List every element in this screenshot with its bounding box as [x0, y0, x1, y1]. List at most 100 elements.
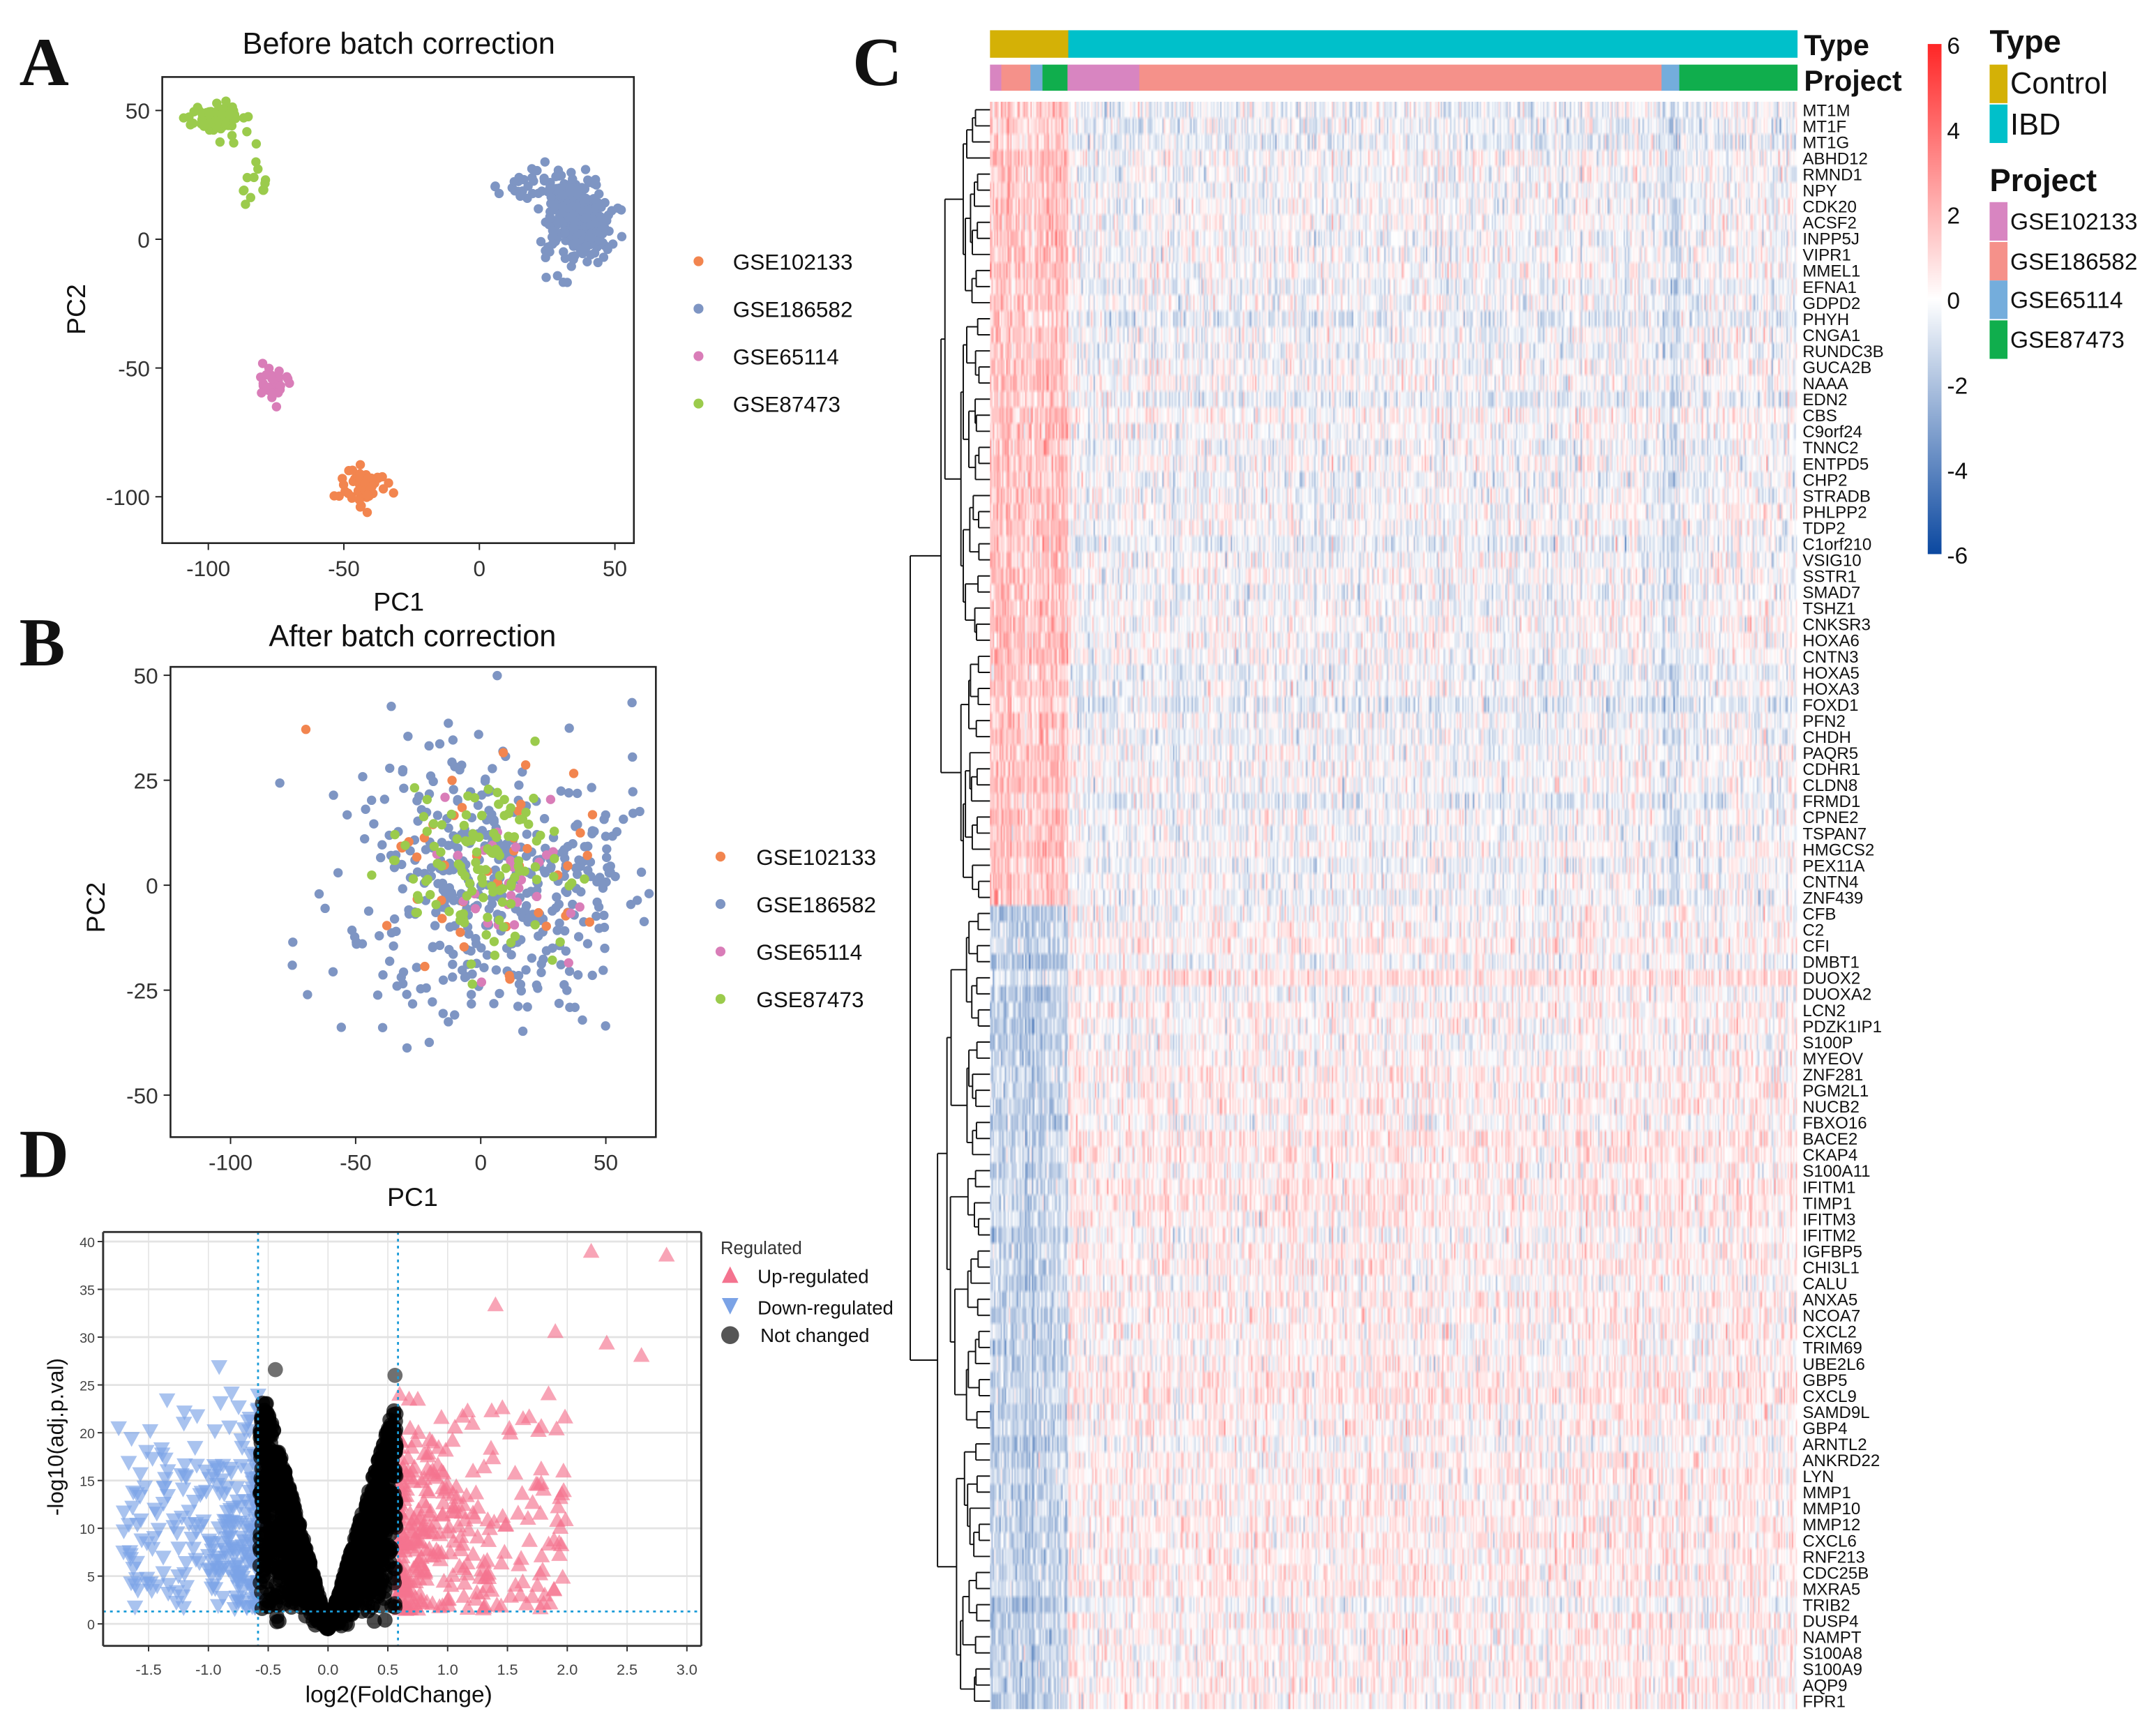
up-regulated-point — [433, 1409, 450, 1424]
not-changed-point — [383, 1539, 399, 1555]
not-changed-point — [378, 1428, 394, 1444]
down-regulated-point — [155, 1566, 172, 1581]
up-regulated-point — [459, 1599, 476, 1615]
up-regulated-point — [540, 1385, 557, 1401]
up-regulated-point — [442, 1576, 460, 1592]
data-point — [246, 193, 256, 202]
data-point — [258, 186, 269, 195]
down-regulated-point — [221, 1420, 238, 1435]
data-point — [377, 840, 387, 850]
up-regulated-point — [658, 1246, 675, 1262]
up-regulated-point — [475, 1553, 492, 1569]
data-point — [529, 176, 538, 186]
data-point — [492, 832, 502, 843]
legend-label: GSE87473 — [2010, 328, 2125, 354]
data-point — [428, 997, 437, 1007]
gene-label: CHP2 — [1802, 471, 1847, 490]
legend-dot-icon — [693, 256, 704, 266]
gene-label: DUSP4 — [1802, 1612, 1858, 1631]
not-changed-point — [369, 1495, 384, 1511]
data-point — [573, 970, 583, 980]
data-point — [573, 932, 584, 942]
up-regulated-point — [455, 1588, 472, 1603]
data-point — [522, 843, 532, 854]
down-regulated-point — [234, 1440, 251, 1456]
data-point — [463, 791, 473, 801]
not-changed-point — [261, 1543, 276, 1559]
data-point — [559, 980, 569, 990]
data-point — [568, 899, 578, 910]
up-regulated-point — [488, 1596, 506, 1612]
up-regulated-point — [524, 1494, 541, 1509]
project-annotation-segment — [1030, 64, 1043, 91]
data-point — [437, 878, 448, 889]
up-regulated-point — [409, 1391, 426, 1406]
data-point — [525, 913, 534, 923]
data-point — [452, 834, 462, 844]
legend-label: GSE65114 — [733, 344, 839, 369]
data-point — [572, 869, 582, 880]
up-regulated-point — [545, 1581, 563, 1596]
up-regulated-point — [435, 1494, 452, 1509]
legend-label: GSE186582 — [756, 892, 876, 917]
data-point — [495, 870, 505, 881]
data-point — [481, 865, 490, 875]
data-point — [536, 967, 546, 977]
data-point — [612, 827, 622, 837]
data-point — [554, 899, 564, 910]
data-point — [363, 906, 374, 916]
up-regulated-point — [480, 1532, 497, 1547]
gene-label: PHYH — [1802, 310, 1849, 329]
data-point — [459, 820, 469, 831]
data-point — [428, 776, 438, 787]
data-point — [288, 937, 298, 947]
data-point — [546, 861, 556, 872]
down-regulated-point — [178, 1580, 195, 1595]
x-tick-label: 1.0 — [437, 1661, 458, 1678]
data-point — [212, 98, 222, 108]
gene-label: DUOXA2 — [1802, 986, 1871, 1004]
heatmap-panel: Type Project MT1MMT1FMT1GABHD12RMND1NPYC… — [910, 24, 2138, 1712]
down-regulated-point — [150, 1523, 167, 1538]
up-regulated-point — [460, 1521, 477, 1537]
data-point — [479, 963, 489, 972]
not-changed-point — [298, 1548, 314, 1564]
data-point — [527, 953, 537, 963]
gene-label: TSHZ1 — [1802, 600, 1855, 619]
down-regulated-point — [168, 1595, 185, 1611]
data-point — [548, 906, 557, 916]
data-point — [359, 834, 370, 844]
down-regulated-point — [138, 1536, 156, 1551]
up-regulated-point — [548, 1420, 565, 1435]
gene-label: PAQR5 — [1802, 744, 1858, 763]
gene-label: RMND1 — [1802, 165, 1862, 184]
gene-label: RUNDC3B — [1802, 342, 1883, 361]
project-annotation-segment — [1042, 64, 1069, 91]
data-point — [585, 917, 594, 927]
data-point — [489, 817, 499, 827]
down-regulated-point — [188, 1458, 205, 1474]
panel-letter-a: A — [20, 24, 69, 100]
data-point — [550, 202, 560, 211]
gene-label: FBXO16 — [1802, 1114, 1867, 1133]
gene-label: TRIB2 — [1802, 1596, 1850, 1615]
data-point — [545, 184, 555, 194]
down-regulated-point — [176, 1567, 193, 1583]
gene-label: C9orf24 — [1802, 423, 1862, 442]
pca-before-panel: Before batch correction -100 -50 0 50 50 0 -50… — [61, 27, 852, 616]
data-point — [352, 939, 361, 949]
not-changed-point — [273, 1569, 289, 1585]
gene-label: CXCL9 — [1802, 1387, 1857, 1406]
data-point — [242, 172, 252, 183]
data-point — [455, 927, 465, 937]
gene-label: MXRA5 — [1802, 1580, 1860, 1599]
up-regulated-point — [456, 1574, 473, 1590]
x-tick-label: -100 — [209, 1150, 252, 1175]
data-point — [389, 941, 398, 951]
data-point — [389, 488, 398, 498]
down-regulated-point — [210, 1551, 227, 1566]
x-tick-label: 0 — [473, 556, 485, 581]
data-point — [445, 922, 455, 932]
data-point — [591, 174, 601, 185]
up-regulated-point — [424, 1595, 441, 1611]
